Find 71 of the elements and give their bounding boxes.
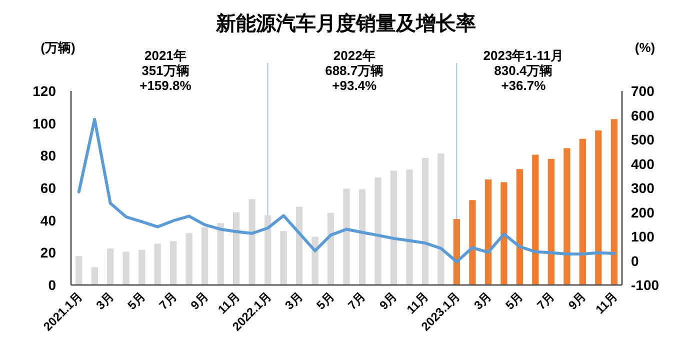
bar [202, 227, 208, 285]
y2-tick-label: -100 [631, 277, 660, 293]
y2-tick-label: 200 [631, 204, 655, 220]
bar [532, 154, 539, 285]
bar [484, 179, 492, 285]
bar [107, 248, 114, 285]
bar [296, 206, 303, 285]
y-tick-label: 20 [40, 244, 56, 261]
bar [595, 130, 602, 285]
y2-tick-label: 100 [631, 228, 655, 244]
bar [500, 182, 508, 285]
y2-tick-label: 300 [631, 180, 655, 196]
bar [217, 223, 224, 285]
x-tick-label: 11月 [592, 289, 620, 317]
x-tick-label: 7月 [345, 289, 368, 312]
bar [548, 158, 554, 285]
bar [564, 148, 570, 285]
bar [154, 244, 161, 285]
x-tick-label: 5月 [314, 289, 337, 312]
y2-tick-label: 0 [631, 252, 639, 269]
x-tick-label: 9月 [376, 289, 400, 312]
y-tick-label: 40 [40, 212, 56, 228]
bar [312, 236, 318, 285]
x-tick-label: 5月 [124, 289, 148, 312]
bar [138, 250, 146, 285]
y-tick-label: 120 [32, 83, 56, 99]
bar [406, 170, 413, 285]
annotation: 2023年1-11月 830.4万辆 +36.7% [483, 48, 564, 93]
bar [248, 199, 256, 285]
x-tick-label: 7月 [534, 289, 558, 312]
bar [516, 169, 523, 285]
bar [374, 177, 382, 285]
x-tick-label: 9月 [188, 289, 211, 312]
bar [422, 158, 429, 285]
bar [91, 267, 98, 285]
y2-axis-title: (%) [634, 40, 656, 55]
bar [610, 119, 618, 285]
line-series [77, 118, 616, 264]
bar [280, 231, 287, 285]
bar [232, 212, 240, 285]
y-tick-label: 60 [40, 180, 56, 196]
bar [438, 153, 444, 285]
y-tick-label: 100 [32, 115, 56, 132]
y-tick-label: 0 [48, 277, 56, 293]
y-tick-label: 80 [40, 148, 56, 164]
annotation: 2022年 688.7万辆 +93.4% [325, 48, 384, 93]
y2-tick-label: 600 [631, 107, 655, 124]
bar [390, 170, 398, 285]
bar [453, 219, 460, 285]
x-tick-label: 9月 [566, 289, 589, 312]
y2-tick-label: 700 [631, 83, 655, 99]
bar [264, 215, 272, 285]
bar [579, 138, 586, 285]
chart-title: 新能源汽车月度销量及增长率 [215, 12, 476, 35]
bar [343, 188, 350, 285]
x-tick-label: 7月 [156, 289, 180, 312]
x-tick-label: 3月 [282, 289, 306, 312]
x-tick-label: 5月 [502, 289, 526, 312]
bar [327, 212, 334, 285]
annotation: 2021年 351万辆 +159.8% [140, 48, 192, 93]
bar [122, 252, 130, 285]
bar [469, 200, 476, 285]
bar [358, 189, 366, 285]
x-tick-label: 3月 [471, 289, 494, 312]
x-tick-label: 3月 [93, 289, 116, 312]
y2-tick-label: 500 [631, 132, 655, 148]
bar [170, 241, 177, 285]
y2-tick-label: 400 [631, 156, 655, 172]
bar [76, 256, 82, 285]
bar [186, 233, 192, 285]
y-axis-title: (万辆) [40, 40, 76, 55]
